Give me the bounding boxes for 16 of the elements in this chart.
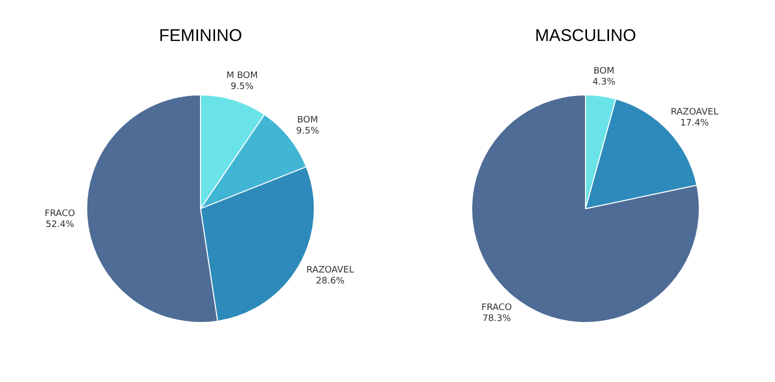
- data-label: 9.5%: [230, 82, 254, 92]
- data-label: 52.4%: [46, 220, 75, 230]
- slice-label: BOM: [297, 115, 318, 126]
- data-label: 9.5%: [296, 126, 320, 136]
- slice-label: FRACO: [44, 209, 76, 220]
- data-label: 4.3%: [592, 77, 616, 88]
- data-label: 17.4%: [680, 118, 710, 128]
- chart-title: MASCULINO: [534, 26, 636, 45]
- slice-label: RAZOAVEL: [670, 107, 718, 118]
- slice-label: FRACO: [481, 302, 512, 313]
- data-label: 78.3%: [482, 314, 512, 324]
- slice-label: M BOM: [226, 71, 258, 82]
- slice-label: RAZOAVEL: [306, 266, 354, 276]
- data-label: 28.6%: [316, 276, 345, 287]
- chart-title: FEMININO: [158, 26, 242, 45]
- slice-label: BOM: [594, 66, 614, 76]
